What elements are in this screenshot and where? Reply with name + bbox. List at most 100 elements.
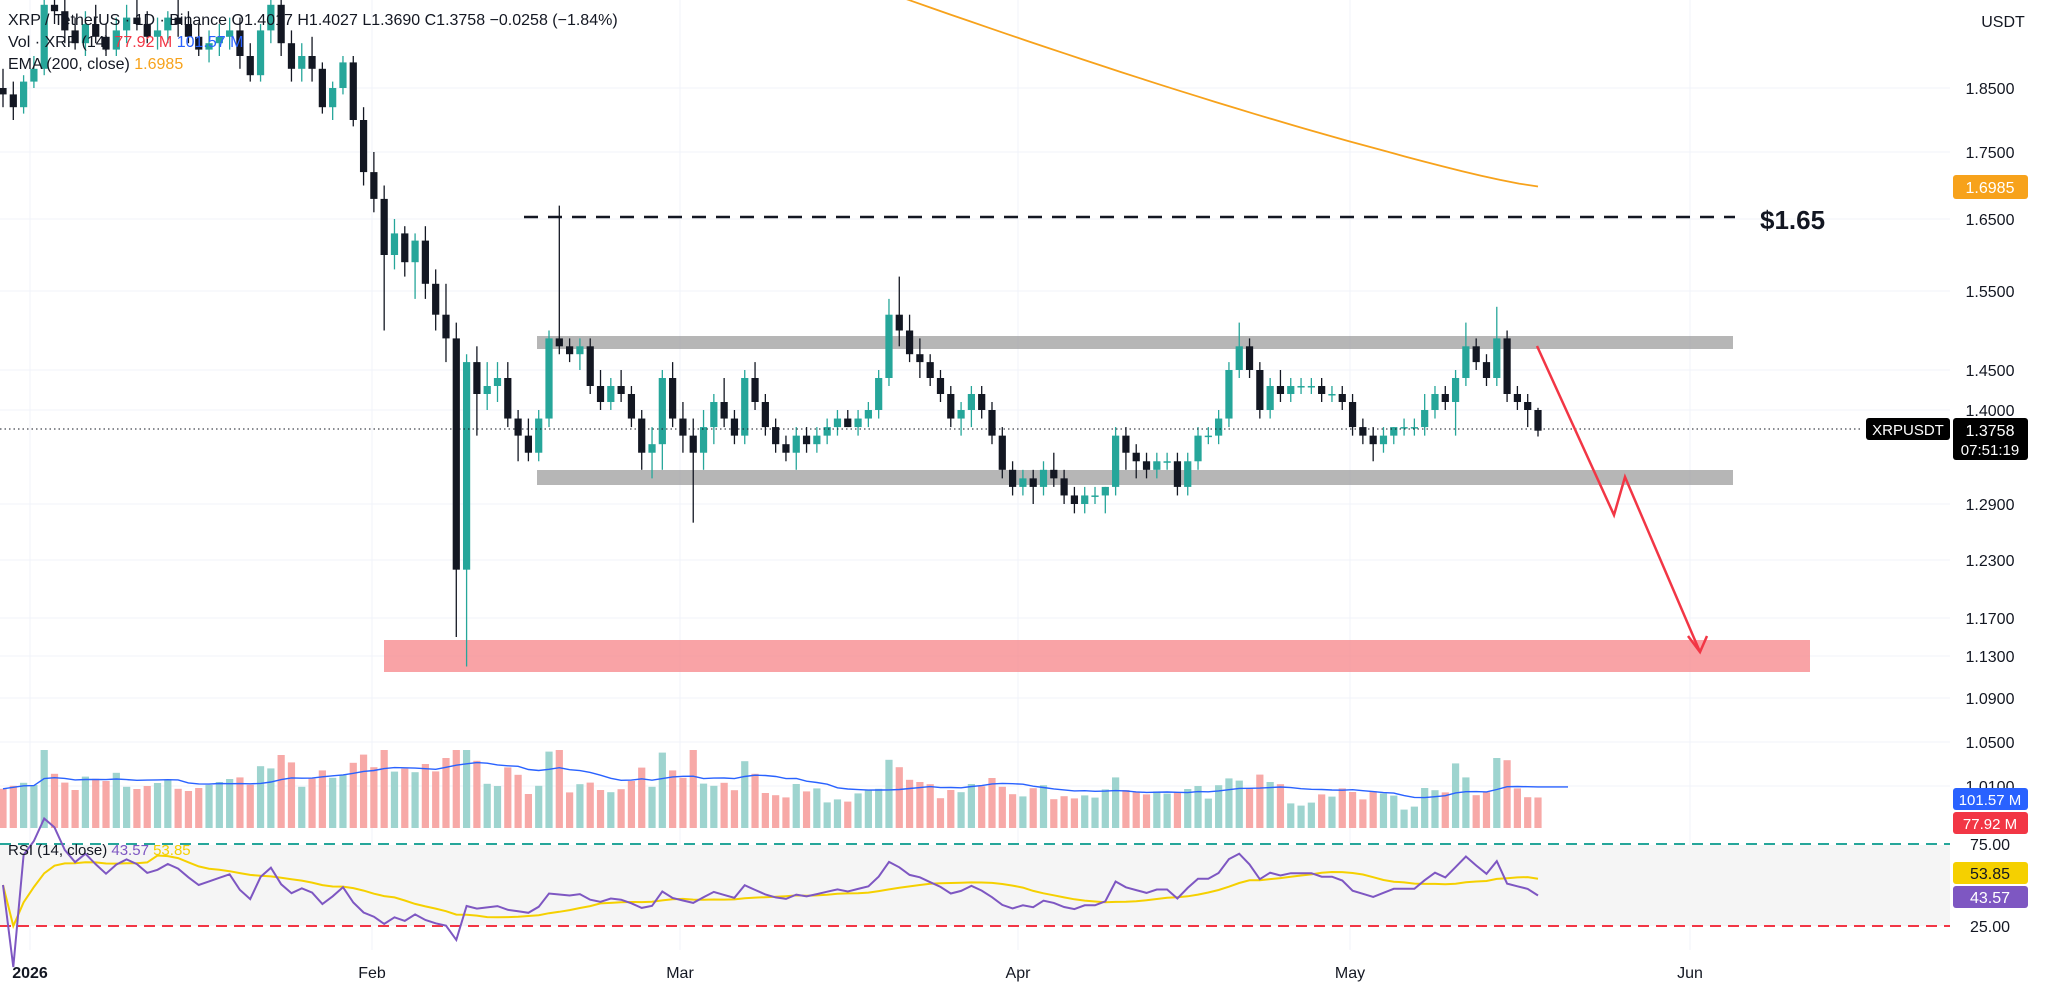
volume-bar <box>421 764 429 828</box>
volume-badge <box>1953 812 2028 834</box>
volume-bar <box>1173 792 1182 828</box>
volume-bar <box>1184 789 1192 828</box>
candle-body <box>318 68 326 108</box>
volume-bar <box>782 797 790 828</box>
candle-body <box>1318 386 1326 394</box>
candle-body <box>1153 461 1161 470</box>
volume-bar <box>390 771 399 828</box>
price-tick-label: 1.6500 <box>1966 212 2015 229</box>
candle-body <box>1050 469 1058 479</box>
candle-body <box>81 24 90 44</box>
legend-volume-row[interactable]: Vol · XRP (14) 77.92 M 101.57 M <box>8 32 618 54</box>
candle-body <box>854 418 862 428</box>
volume-bar <box>679 777 687 828</box>
volume-bar <box>988 778 996 828</box>
legend-ema-row[interactable]: EMA (200, close) 1.6985 <box>8 54 618 76</box>
volume-ma-badge <box>1953 788 2028 810</box>
candle-body <box>761 402 769 428</box>
volume-bar <box>30 785 38 828</box>
volume-bar <box>112 772 120 828</box>
price-tag-price: 1.3758 <box>1966 423 2015 440</box>
volume-bar <box>298 786 306 828</box>
volume-bar <box>92 778 100 828</box>
candle-body <box>1245 346 1254 370</box>
price-axis[interactable]: 1.8500 1.7500 1.6500 1.5500 1.4500 1.4000 1.29… <box>1966 81 2015 796</box>
candle-body <box>514 418 522 436</box>
volume-bar <box>329 777 337 828</box>
candle-body <box>153 30 162 37</box>
candle-body <box>277 4 285 44</box>
candle-body <box>1297 386 1305 388</box>
candle-body <box>287 43 296 69</box>
volume-bar <box>81 776 90 828</box>
projection-arrow <box>1535 345 1702 653</box>
volume-bar <box>0 788 7 828</box>
candle-body <box>123 17 131 31</box>
time-axis[interactable]: 2026 Feb Mar Apr May Jun <box>12 965 1703 982</box>
candle-body <box>50 4 59 12</box>
legend-change: −0.0258 (−1.84%) <box>489 12 618 29</box>
rsi-legend[interactable]: RSI (14, close) 43.57 53.85 <box>8 842 191 859</box>
volume-bar <box>967 784 975 828</box>
volume-bar <box>885 759 893 828</box>
price-tick-label: 1.0900 <box>1966 691 2015 708</box>
candle-body <box>885 314 893 378</box>
volume-bar <box>411 772 419 828</box>
volume-bar <box>535 785 543 828</box>
candle-body <box>9 94 17 108</box>
candle-body <box>61 11 69 31</box>
rsi-legend-ma-value: 53.85 <box>153 842 191 859</box>
volume-bar <box>473 760 481 828</box>
candle-body <box>792 435 800 453</box>
candle-body <box>71 30 79 44</box>
resistance-zone <box>537 336 1733 349</box>
candle-body <box>905 330 914 355</box>
candle-body <box>916 354 924 363</box>
volume-bar <box>318 770 326 828</box>
candle-body <box>617 386 625 394</box>
volume-bar <box>658 752 666 828</box>
rsi-badge-text: 43.57 <box>1970 890 2010 907</box>
volume-bar <box>1081 795 1089 828</box>
ema-badge-text: 1.6985 <box>1966 180 2015 197</box>
volume-bar <box>596 790 605 828</box>
volume-bar <box>854 793 862 828</box>
volume-bar <box>1101 789 1109 828</box>
candle-body <box>1421 410 1429 428</box>
candle-body <box>1163 461 1171 463</box>
volume-badge-text: 77.92 M <box>1963 816 2017 833</box>
volume-bar <box>195 788 203 828</box>
volume-bar <box>380 750 388 828</box>
candle-body <box>267 4 275 31</box>
volume-bar <box>1421 788 1429 828</box>
volume-bar <box>40 750 48 828</box>
volume-bar <box>1441 792 1449 828</box>
currency-button[interactable]: USDT <box>1974 9 2032 37</box>
candle-body <box>926 362 934 378</box>
candle-body <box>679 418 687 436</box>
legend-open: O1.4017 <box>231 12 293 29</box>
volume-bar <box>1091 797 1099 828</box>
candle-body <box>576 346 584 355</box>
candle-body <box>432 283 440 315</box>
candle-body <box>452 338 460 570</box>
candle-body <box>638 418 646 453</box>
candle-body <box>30 68 38 82</box>
candle-body <box>1379 435 1388 445</box>
candle-body <box>524 435 533 453</box>
volume-bar <box>504 767 512 828</box>
candle-body <box>380 198 388 255</box>
volume-bar <box>61 782 69 828</box>
candle-body <box>308 56 316 69</box>
volume-bar <box>1307 802 1315 828</box>
legend-symbol[interactable]: XRP / TetherUS · 1D · Binance <box>8 12 228 29</box>
volume-bar <box>741 761 749 828</box>
volume-bar <box>277 755 285 828</box>
volume-bar <box>1163 793 1171 828</box>
candle-body <box>1524 402 1532 410</box>
candle-body <box>1390 427 1398 436</box>
volume-bar <box>926 784 934 828</box>
zones-layer <box>384 336 1810 672</box>
